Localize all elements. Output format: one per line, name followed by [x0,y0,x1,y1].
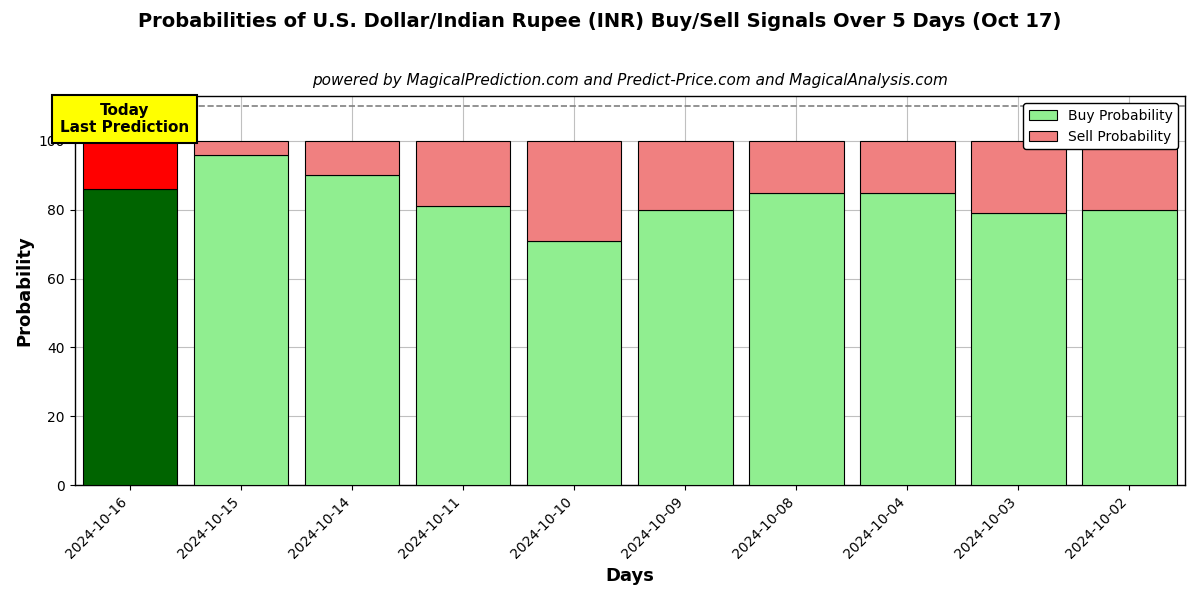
Bar [971,213,1066,485]
Bar [860,193,955,485]
Bar [1082,141,1177,210]
Bar [1082,210,1177,485]
Bar [860,141,955,193]
Bar [527,141,622,241]
X-axis label: Days: Days [605,567,654,585]
Bar [749,193,844,485]
Bar [194,141,288,155]
Bar [416,206,510,485]
Bar [749,141,844,193]
Bar [83,141,178,189]
Bar [638,141,732,210]
Text: Probabilities of U.S. Dollar/Indian Rupee (INR) Buy/Sell Signals Over 5 Days (Oc: Probabilities of U.S. Dollar/Indian Rupe… [138,12,1062,31]
Bar [638,210,732,485]
Bar [194,155,288,485]
Bar [305,141,400,175]
Bar [83,189,178,485]
Text: Today
Last Prediction: Today Last Prediction [60,103,190,136]
Bar [527,241,622,485]
Y-axis label: Probability: Probability [16,235,34,346]
Legend: Buy Probability, Sell Probability: Buy Probability, Sell Probability [1024,103,1178,149]
Bar [305,175,400,485]
Title: powered by MagicalPrediction.com and Predict-Price.com and MagicalAnalysis.com: powered by MagicalPrediction.com and Pre… [312,73,948,88]
Bar [416,141,510,206]
Bar [971,141,1066,213]
